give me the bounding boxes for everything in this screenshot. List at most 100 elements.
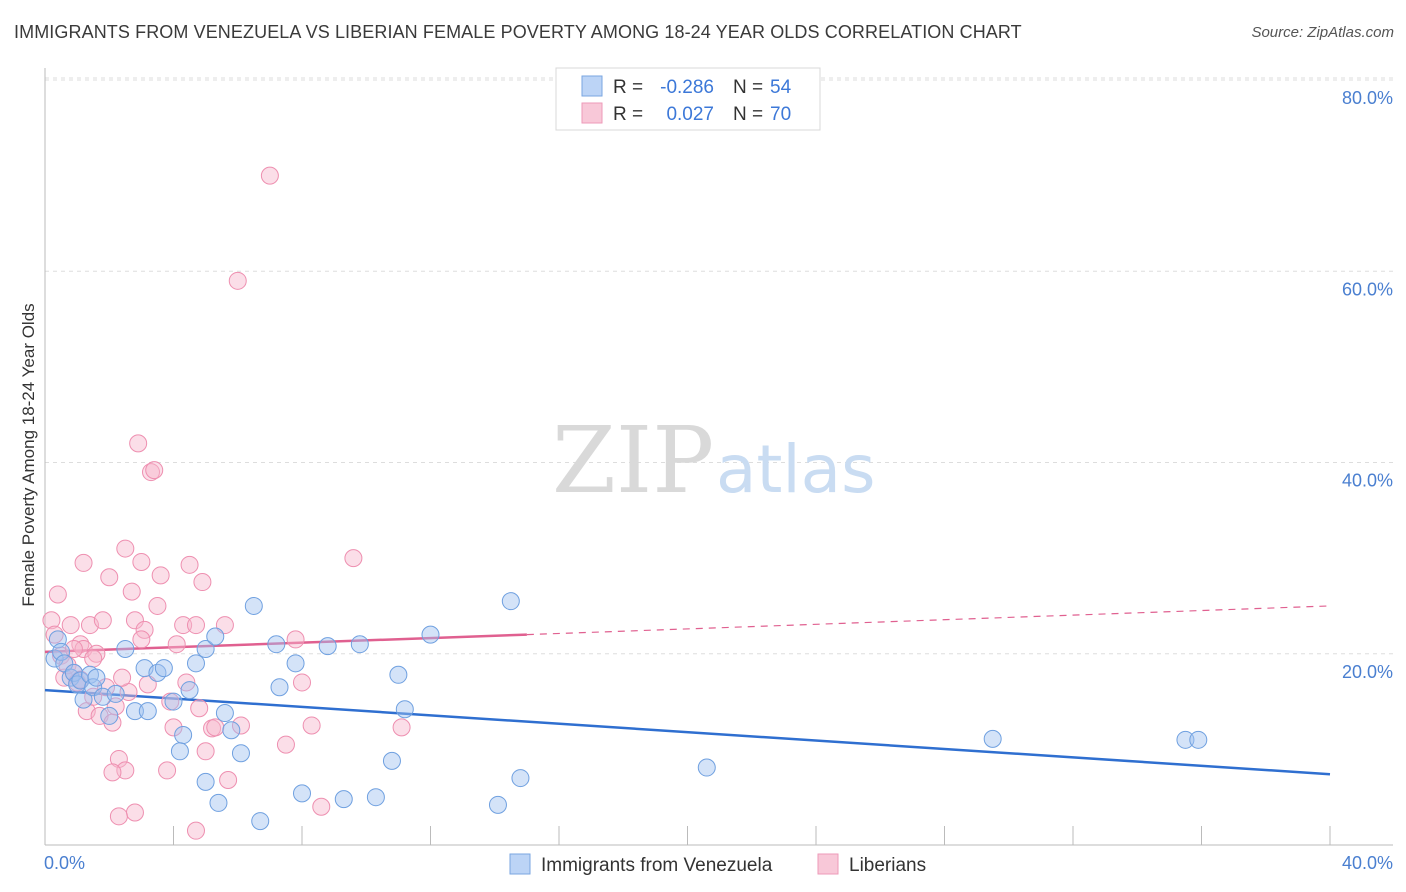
point-venezuela-53: [196, 772, 215, 791]
x-tick-label-left: 0.0%: [44, 853, 85, 873]
point-venezuela-20: [154, 659, 173, 678]
point-liberians-61: [103, 763, 122, 782]
point-venezuela-29: [222, 721, 241, 740]
legend-r-label-2: R =: [613, 104, 643, 125]
point-venezuela-24: [186, 654, 205, 673]
axes: [44, 68, 1393, 846]
point-liberians-6: [61, 616, 80, 635]
point-venezuela-47: [697, 758, 716, 777]
point-venezuela-35: [293, 784, 311, 803]
point-liberians-58: [392, 718, 411, 737]
point-liberians-51: [260, 166, 279, 185]
legend-r-value-2: 0.027: [666, 104, 714, 125]
point-venezuela-2: [52, 642, 71, 661]
bottom-legend-label-venezuela: Immigrants from Venezuela: [541, 855, 773, 876]
y-tick-label-80: 80.0%: [1342, 88, 1393, 108]
point-liberians-1: [45, 625, 64, 644]
point-liberians-20: [106, 697, 125, 716]
point-liberians-28: [135, 620, 154, 639]
point-liberians-26: [129, 434, 148, 453]
point-liberians-65: [84, 649, 103, 668]
point-liberians-36: [164, 718, 183, 737]
point-liberians-30: [142, 463, 161, 482]
trend-lines: [44, 605, 1331, 776]
point-liberians-48: [219, 770, 238, 789]
tick-labels: 20.0% 40.0% 60.0% 80.0%: [1342, 88, 1393, 682]
point-venezuela-40: [382, 751, 401, 770]
y-tick-label-60: 60.0%: [1342, 279, 1393, 299]
point-liberians-2: [48, 585, 67, 604]
point-venezuela-51: [209, 793, 228, 812]
trend-line-dashed-1: [526, 605, 1331, 636]
point-liberians-21: [74, 553, 93, 572]
point-venezuela-34: [286, 654, 305, 673]
point-venezuela-39: [366, 788, 385, 807]
point-venezuela-30: [231, 744, 250, 763]
point-liberians-41: [186, 616, 205, 635]
point-venezuela-42: [395, 700, 414, 719]
point-venezuela-15: [125, 702, 144, 721]
point-liberians-42: [190, 699, 209, 718]
legend-n-label-1: N =: [733, 77, 763, 98]
point-venezuela-16: [116, 639, 135, 658]
point-liberians-50: [231, 716, 250, 735]
point-venezuela-49: [1176, 730, 1195, 749]
point-liberians-32: [148, 596, 167, 615]
point-liberians-40: [180, 555, 199, 574]
point-liberians-22: [116, 539, 135, 558]
y-tick-label-20: 20.0%: [1342, 662, 1393, 682]
source-label: Source: ZipAtlas.com: [1251, 24, 1394, 41]
point-liberians-14: [87, 644, 106, 663]
trend-line-0: [44, 688, 1331, 776]
point-liberians-43: [193, 573, 212, 592]
point-liberians-62: [125, 803, 144, 822]
point-liberians-57: [344, 549, 363, 568]
point-venezuela-21: [164, 692, 183, 711]
legend-n-value-1: 54: [770, 77, 792, 98]
y-tick-label-40: 40.0%: [1342, 471, 1393, 491]
point-liberians-25: [125, 611, 144, 630]
point-venezuela-32: [267, 635, 286, 654]
legend-swatch-liberians: [581, 102, 603, 124]
point-liberians-55: [302, 716, 321, 735]
point-liberians-69: [132, 630, 151, 649]
point-liberians-63: [109, 807, 128, 826]
point-liberians-0: [42, 611, 61, 630]
y-axis-label: Female Poverty Among 18-24 Year Olds: [19, 303, 38, 606]
legend-r-value-1: -0.286: [660, 77, 714, 98]
point-venezuela-38: [350, 635, 369, 654]
point-venezuela-36: [318, 637, 337, 656]
point-liberians-68: [113, 668, 132, 687]
point-venezuela-41: [389, 665, 408, 684]
point-liberians-34: [158, 761, 177, 780]
point-venezuela-37: [334, 790, 353, 809]
bottom-legend-swatch-venezuela: [509, 853, 531, 875]
point-venezuela-45: [501, 592, 520, 611]
point-venezuela-48: [983, 729, 1002, 748]
legend-box: R = -0.286 N = 54 R = 0.027 N = 70: [555, 67, 821, 131]
chart-title: IMMIGRANTS FROM VENEZUELA VS LIBERIAN FE…: [14, 22, 1022, 42]
bottom-legend-swatch-liberians: [817, 853, 839, 875]
legend-swatch-venezuela: [581, 75, 603, 97]
point-liberians-46: [206, 718, 225, 737]
gridlines: [45, 77, 1393, 655]
point-venezuela-31: [244, 596, 263, 615]
x-tick-label-right: 40.0%: [1342, 853, 1393, 873]
data-points: [42, 166, 1208, 840]
point-venezuela-46: [511, 769, 530, 788]
point-venezuela-10: [84, 678, 103, 697]
point-venezuela-52: [251, 812, 270, 831]
point-venezuela-23: [180, 681, 199, 700]
point-venezuela-5: [64, 663, 83, 682]
point-venezuela-14: [106, 684, 125, 703]
bottom-legend-label-liberians: Liberians: [849, 855, 926, 876]
point-venezuela-50: [1189, 730, 1208, 749]
point-venezuela-27: [206, 627, 225, 646]
trend-line-1: [44, 633, 527, 654]
point-venezuela-28: [215, 704, 234, 723]
legend-r-label-1: R =: [613, 77, 643, 98]
point-venezuela-22: [174, 726, 193, 745]
legend-n-value-2: 70: [770, 104, 791, 125]
point-venezuela-26: [170, 742, 189, 761]
